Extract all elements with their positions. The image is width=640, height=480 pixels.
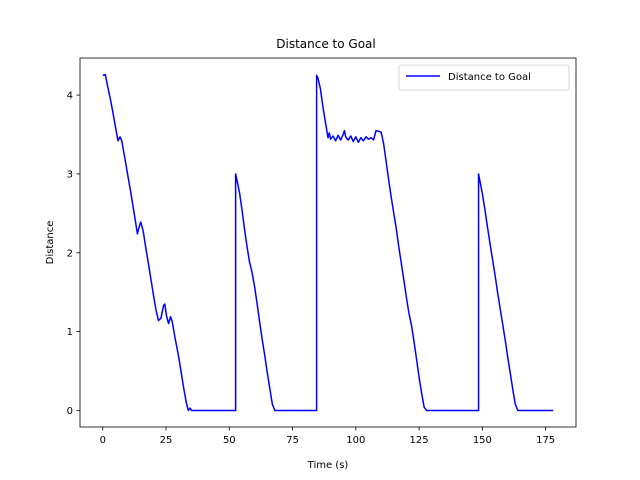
y-axis-label: Distance	[45, 221, 56, 265]
x-tick-label: 125	[410, 435, 429, 446]
x-tick-label: 25	[160, 435, 173, 446]
y-tick-label: 0	[67, 406, 73, 417]
x-tick-label: 50	[223, 435, 236, 446]
y-tick-label: 2	[67, 248, 73, 259]
legend-entry-label: Distance to Goal	[448, 72, 531, 83]
series-line-distance-to-goal	[102, 73, 554, 412]
legend-box	[398, 64, 570, 91]
x-tick-label: 175	[536, 435, 555, 446]
x-tick-label: 75	[286, 435, 299, 446]
y-tick-label: 1	[67, 327, 73, 338]
x-tick-label: 100	[346, 435, 365, 446]
y-tick-label: 4	[67, 91, 73, 102]
x-tick-label: 150	[473, 435, 492, 446]
x-axis-label: Time (s)	[307, 460, 349, 471]
legend: Distance to Goal	[398, 64, 570, 91]
y-tick-label: 3	[67, 169, 73, 180]
x-tick-label: 0	[100, 435, 106, 446]
ticks-layer: 0 25 50 75 100 125 150 175 0 1 2 3 4	[67, 91, 556, 446]
plot-frame	[79, 57, 577, 428]
chart-title: Distance to Goal	[276, 37, 375, 51]
plot-layer	[102, 73, 554, 412]
